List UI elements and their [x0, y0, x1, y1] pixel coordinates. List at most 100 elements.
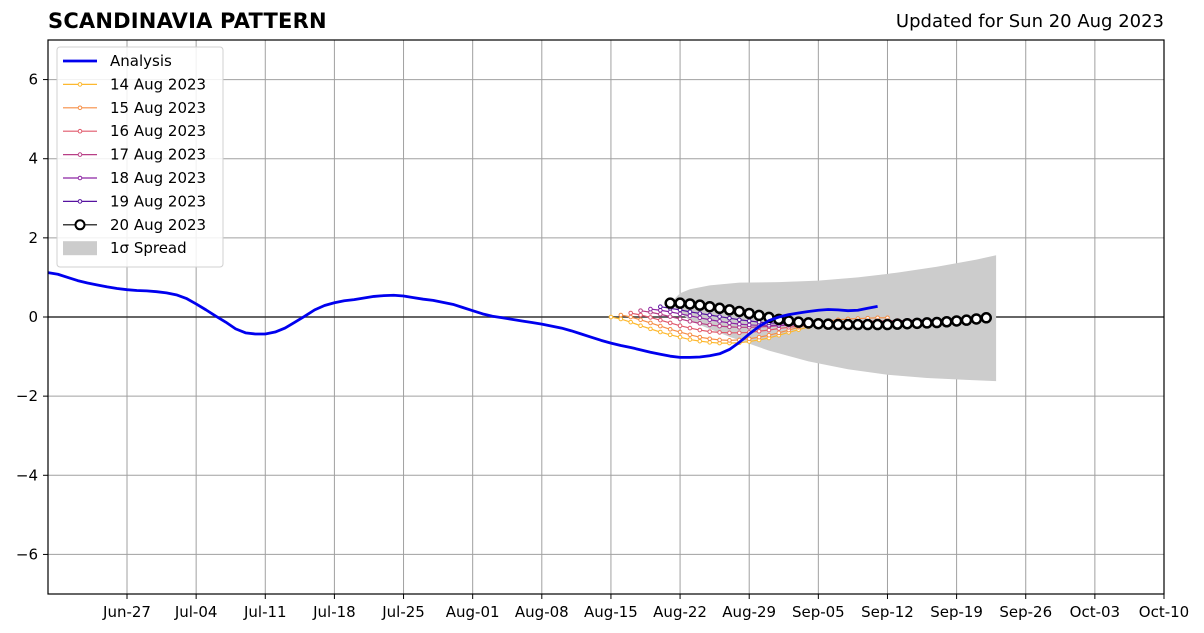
x-tick-label: Jun-27: [102, 603, 151, 621]
forecast-point: [737, 317, 742, 323]
forecast-point: [618, 316, 624, 322]
forecast-point: [687, 319, 693, 324]
forecast-point: [753, 309, 765, 322]
forecast-point: [970, 313, 983, 325]
forecast-point: [687, 309, 693, 315]
forecast-point: [658, 307, 663, 313]
forecast-point: [766, 327, 772, 333]
forecast-point: [717, 330, 722, 335]
y-tick-label: 2: [28, 229, 38, 247]
x-tick-label: Oct-03: [1070, 603, 1120, 621]
forecast-point: [737, 330, 742, 336]
forecast-point: [891, 318, 904, 330]
forecast-point: [684, 298, 696, 310]
analysis-line: [47, 271, 878, 359]
forecast-point: [677, 316, 683, 322]
legend-label: 14 Aug 2023: [110, 75, 206, 93]
forecast-point: [667, 314, 673, 319]
x-tick-label: Aug-29: [722, 603, 776, 621]
forecast-point: [658, 329, 663, 335]
forecast-point: [694, 299, 706, 311]
forecast-point: [638, 323, 643, 329]
forecast-point: [628, 314, 633, 320]
x-tick-label: Jul-25: [381, 603, 425, 621]
forecast-point: [687, 313, 693, 319]
forecast-point: [658, 311, 663, 317]
legend-label: 17 Aug 2023: [110, 146, 206, 164]
forecast-point: [677, 334, 683, 340]
updated-date: Updated for Sun 20 Aug 2023: [895, 11, 1164, 32]
legend-marker: [77, 199, 83, 204]
forecast-point: [727, 315, 732, 321]
forecast-point: [746, 322, 752, 328]
forecast-point: [697, 327, 703, 333]
x-tick-label: Aug-22: [653, 603, 707, 621]
forecast-point: [950, 315, 963, 327]
legend-marker: [74, 219, 86, 231]
forecast-point: [628, 319, 633, 325]
forecast-point: [707, 322, 712, 328]
forecast-point: [638, 308, 643, 313]
forecast-point: [697, 321, 703, 326]
y-tick-label: −2: [16, 387, 38, 405]
forecast-point: [960, 314, 973, 326]
forecast-point: [687, 325, 693, 331]
spread-band: [670, 255, 997, 382]
x-tick-label: Sep-26: [999, 603, 1052, 621]
forecast-point: [648, 326, 653, 332]
y-tick-label: 4: [28, 150, 38, 168]
forecast-point: [628, 310, 633, 316]
forecast-point: [727, 338, 732, 343]
forecast-point: [697, 338, 703, 344]
forecast-point: [737, 321, 742, 327]
forecast-point: [608, 314, 614, 320]
forecast-point: [717, 314, 722, 319]
forecast-point: [746, 336, 752, 342]
legend-marker: [77, 152, 83, 157]
forecast-point: [723, 304, 736, 316]
forecast-point: [727, 324, 732, 330]
legend-marker: [77, 175, 83, 181]
x-tick-label: Sep-05: [792, 603, 845, 621]
forecast-point: [667, 326, 673, 332]
forecast-point: [871, 318, 884, 331]
forecast-point: [658, 304, 663, 310]
legend-label: 19 Aug 2023: [110, 192, 206, 210]
x-tick-label: Aug-01: [446, 603, 500, 621]
forecast-point: [921, 317, 933, 329]
forecast-point: [727, 330, 732, 336]
chart-title: SCANDINAVIA PATTERN: [48, 9, 327, 33]
forecast-point: [658, 323, 663, 329]
forecast-point: [707, 340, 712, 345]
legend-label: 1σ Spread: [110, 239, 187, 257]
forecast-point: [776, 330, 782, 336]
forecast-point: [677, 329, 683, 335]
forecast-point: [674, 297, 686, 309]
y-tick-label: 6: [28, 71, 38, 89]
forecast-point: [940, 315, 953, 328]
forecast-point: [782, 315, 795, 327]
forecast-point: [861, 318, 874, 331]
forecast-point: [667, 309, 673, 315]
plot-frame: [47, 39, 1165, 595]
legend: Analysis 14 Aug 2023 15 Aug 2023 16 Aug 202…: [56, 46, 224, 268]
legend-label: Analysis: [110, 52, 172, 70]
forecast-point: [667, 332, 673, 338]
x-tick-label: Aug-08: [515, 603, 569, 621]
forecast-point: [707, 329, 712, 334]
legend-label: 18 Aug 2023: [110, 169, 206, 187]
legend-box: [56, 46, 224, 268]
forecast-point: [901, 317, 913, 330]
x-tick-label: Jul-11: [243, 603, 287, 621]
forecast-point: [697, 315, 703, 321]
forecast-point: [618, 312, 624, 318]
forecast-point: [727, 320, 732, 326]
legend-label: 16 Aug 2023: [110, 122, 206, 140]
forecast-point: [648, 306, 653, 312]
forecast-point: [638, 312, 643, 318]
forecast-point: [664, 297, 676, 309]
forecast-point: [707, 317, 712, 323]
forecast-point: [812, 317, 825, 330]
legend-label: 15 Aug 2023: [110, 99, 206, 117]
